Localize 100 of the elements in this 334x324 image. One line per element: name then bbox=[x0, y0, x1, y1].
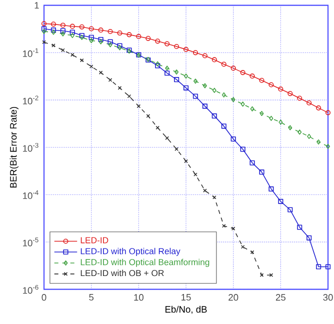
x-tick-label: 5 bbox=[89, 294, 94, 301]
point bbox=[98, 36, 104, 42]
x-tick-label: 20 bbox=[228, 294, 238, 301]
point bbox=[183, 85, 189, 90]
point bbox=[70, 24, 75, 29]
point bbox=[126, 32, 132, 38]
x-tick-label: 30 bbox=[323, 294, 333, 301]
point bbox=[202, 104, 208, 109]
point bbox=[268, 186, 274, 192]
x-tick-label: 10 bbox=[134, 294, 144, 301]
point bbox=[222, 224, 226, 228]
point bbox=[60, 31, 65, 36]
point bbox=[278, 120, 283, 125]
point bbox=[108, 39, 113, 44]
point bbox=[316, 139, 321, 144]
point bbox=[316, 105, 322, 110]
point bbox=[306, 100, 312, 106]
point bbox=[89, 38, 94, 44]
point bbox=[298, 130, 302, 135]
point bbox=[222, 92, 226, 98]
point bbox=[288, 125, 292, 130]
point bbox=[250, 74, 255, 79]
point bbox=[136, 104, 141, 108]
point bbox=[221, 62, 226, 67]
point bbox=[240, 146, 246, 152]
point bbox=[268, 82, 274, 88]
point bbox=[297, 96, 302, 101]
point bbox=[70, 33, 74, 38]
point bbox=[117, 30, 122, 36]
point bbox=[194, 172, 198, 176]
point bbox=[240, 244, 245, 249]
point bbox=[260, 110, 264, 116]
point bbox=[165, 136, 169, 140]
point bbox=[203, 188, 207, 192]
point bbox=[155, 38, 160, 44]
point bbox=[212, 195, 216, 200]
point bbox=[288, 91, 293, 96]
point bbox=[221, 124, 226, 129]
point bbox=[316, 264, 322, 270]
point bbox=[88, 26, 94, 32]
point bbox=[259, 170, 264, 175]
point bbox=[230, 66, 236, 71]
x-tick-label: 0 bbox=[42, 294, 46, 301]
point bbox=[278, 198, 284, 204]
point bbox=[127, 94, 132, 98]
x-tick-label: 25 bbox=[276, 294, 286, 301]
point bbox=[240, 102, 245, 107]
point bbox=[108, 42, 112, 48]
point bbox=[164, 70, 170, 76]
point bbox=[174, 69, 179, 75]
point bbox=[326, 144, 330, 149]
point bbox=[193, 78, 198, 84]
point bbox=[50, 22, 56, 27]
x-tick-label: 15 bbox=[182, 294, 191, 301]
point bbox=[42, 28, 46, 34]
y-tick-label: 10$^{-6}$ bbox=[23, 284, 38, 294]
point bbox=[288, 207, 293, 212]
point bbox=[307, 134, 312, 139]
point bbox=[202, 53, 208, 58]
y-tick-label: 10$^{-4}$ bbox=[23, 190, 38, 200]
point bbox=[136, 34, 142, 39]
y-tick-label: 10$^{-5}$ bbox=[23, 238, 38, 246]
y-axis-title: BER(Bit Error Rate) bbox=[10, 106, 18, 188]
point bbox=[192, 50, 198, 56]
point bbox=[52, 44, 56, 48]
point bbox=[60, 28, 66, 34]
point bbox=[212, 113, 217, 118]
point bbox=[60, 22, 66, 28]
point bbox=[108, 28, 113, 34]
y-tick-label: 1 bbox=[34, 2, 39, 9]
point bbox=[70, 30, 75, 35]
legend-label: LED-ID with OB + OR bbox=[80, 270, 164, 276]
point bbox=[146, 36, 151, 41]
point bbox=[230, 136, 236, 142]
point bbox=[183, 46, 189, 52]
point bbox=[88, 34, 94, 40]
point bbox=[212, 88, 216, 93]
point bbox=[250, 106, 254, 112]
legend-label: LED-ID bbox=[80, 237, 108, 244]
y-tick-label: 10$^{-3}$ bbox=[23, 142, 38, 152]
point bbox=[202, 83, 207, 88]
point bbox=[41, 26, 47, 32]
point bbox=[269, 116, 274, 121]
point bbox=[98, 28, 104, 33]
point bbox=[278, 86, 284, 92]
point bbox=[192, 94, 198, 99]
point bbox=[259, 78, 264, 83]
point bbox=[98, 39, 103, 44]
point bbox=[231, 97, 236, 102]
point bbox=[174, 77, 180, 82]
legend-label: LED-ID with Optical Beamforming bbox=[80, 258, 210, 267]
y-tick-label: 10$^{-1}$ bbox=[23, 48, 38, 58]
point bbox=[325, 264, 331, 270]
point bbox=[174, 147, 178, 151]
point bbox=[165, 66, 170, 71]
point bbox=[164, 41, 170, 46]
point bbox=[306, 235, 312, 240]
point bbox=[297, 224, 302, 230]
point bbox=[174, 44, 180, 50]
point bbox=[212, 57, 217, 62]
